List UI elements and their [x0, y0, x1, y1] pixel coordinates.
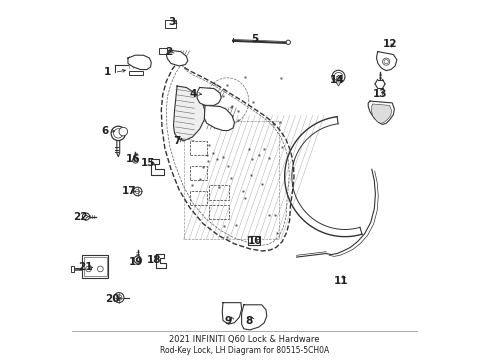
Text: 12: 12 [382, 40, 396, 49]
Circle shape [133, 187, 142, 196]
Polygon shape [155, 253, 165, 268]
Text: 4: 4 [189, 89, 197, 99]
Bar [70, 266, 74, 272]
Bar [209, 205, 228, 220]
Circle shape [82, 213, 89, 220]
Circle shape [331, 70, 344, 83]
Circle shape [116, 295, 122, 301]
Text: 19: 19 [129, 257, 143, 267]
Text: 11: 11 [333, 276, 348, 286]
Text: 2: 2 [165, 46, 172, 57]
Polygon shape [150, 159, 163, 175]
Text: 14: 14 [329, 75, 344, 85]
Bar [247, 236, 259, 245]
Polygon shape [371, 104, 391, 123]
Circle shape [382, 58, 389, 65]
Bar [164, 20, 175, 28]
Circle shape [119, 127, 127, 136]
Polygon shape [197, 87, 221, 105]
Text: 8: 8 [244, 316, 252, 325]
Circle shape [134, 256, 141, 263]
Bar [190, 166, 207, 180]
Bar [190, 192, 207, 205]
Text: 7: 7 [173, 136, 181, 146]
Bar [83, 257, 106, 276]
Polygon shape [166, 50, 187, 66]
Circle shape [114, 293, 124, 303]
Text: 15: 15 [141, 158, 155, 168]
Polygon shape [173, 86, 204, 140]
Text: 6: 6 [102, 126, 109, 135]
Text: 16: 16 [125, 154, 140, 164]
Text: 13: 13 [372, 89, 386, 99]
Bar [209, 185, 228, 200]
Circle shape [111, 126, 125, 140]
Text: 17: 17 [122, 186, 136, 197]
Polygon shape [376, 51, 396, 71]
Bar [129, 71, 143, 75]
Text: 10: 10 [247, 236, 262, 246]
Circle shape [285, 40, 290, 44]
Text: 22: 22 [73, 212, 87, 221]
Bar [190, 141, 207, 155]
Bar [159, 48, 167, 54]
Text: 5: 5 [250, 35, 258, 44]
Polygon shape [204, 105, 234, 131]
Text: 2021 INFINITI Q60 Lock & Hardware: 2021 INFINITI Q60 Lock & Hardware [169, 335, 319, 344]
Circle shape [135, 189, 140, 194]
Polygon shape [336, 75, 340, 86]
Polygon shape [367, 101, 394, 125]
Circle shape [383, 59, 387, 64]
Polygon shape [222, 303, 241, 324]
Circle shape [85, 266, 91, 272]
Polygon shape [241, 305, 266, 330]
Text: 20: 20 [105, 294, 120, 304]
Circle shape [333, 72, 342, 81]
Text: Rod-Key Lock, LH Diagram for 80515-5CH0A: Rod-Key Lock, LH Diagram for 80515-5CH0A [160, 346, 328, 355]
Text: 21: 21 [78, 262, 92, 272]
Text: 1: 1 [103, 67, 111, 77]
Text: 18: 18 [146, 255, 161, 265]
Circle shape [97, 266, 103, 272]
Text: 3: 3 [168, 17, 175, 27]
Bar [82, 255, 108, 278]
Circle shape [113, 129, 122, 138]
Circle shape [132, 157, 138, 163]
Text: 9: 9 [224, 316, 231, 325]
Polygon shape [128, 55, 151, 69]
